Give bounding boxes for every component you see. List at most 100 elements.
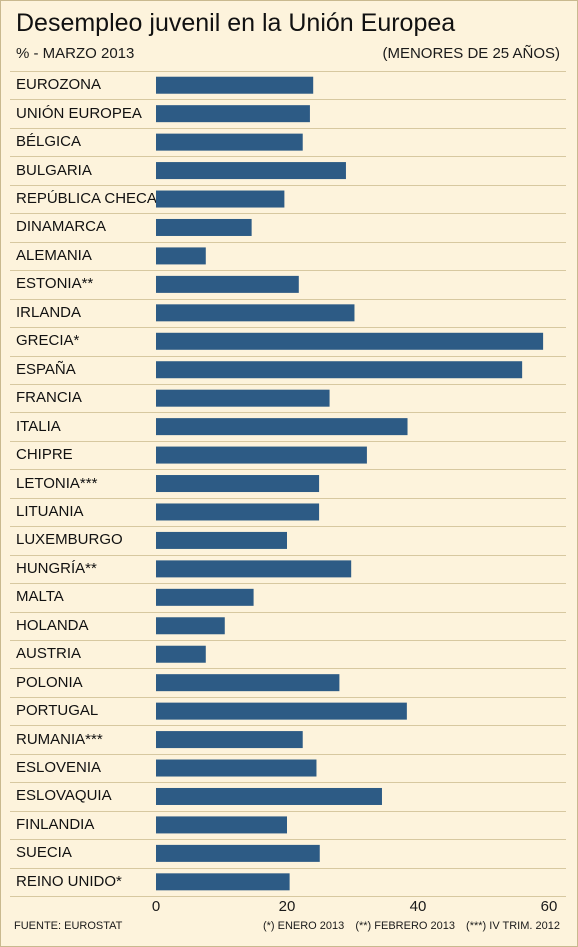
category-label: EUROZONA	[16, 76, 102, 94]
bar	[156, 304, 355, 322]
row-divider	[10, 725, 566, 727]
bar	[156, 588, 254, 606]
bar	[156, 531, 287, 549]
bar	[156, 332, 544, 350]
source-note: FUENTE: EUROSTAT	[14, 920, 123, 932]
footnote-3: (***) IV TRIM. 2012	[466, 920, 560, 932]
x-tick-label: 0	[152, 898, 160, 915]
footnote-1: (*) ENERO 2013	[262, 920, 345, 932]
bar	[156, 133, 303, 151]
category-label: HUNGRÍA**	[16, 559, 97, 577]
category-label: REPÚBLICA CHECA	[16, 190, 157, 208]
bar	[156, 162, 346, 180]
row-divider	[10, 469, 566, 471]
row-divider	[10, 184, 566, 186]
bar	[156, 503, 320, 521]
bar	[156, 759, 317, 777]
chart-subtitle-scope: (MENORES DE 25 AÑOS)	[382, 45, 560, 62]
bar	[156, 560, 352, 578]
row-divider	[10, 412, 566, 414]
footnote-2: (**) FEBRERO 2013	[355, 920, 455, 932]
bar	[156, 389, 330, 407]
category-label: UNIÓN EUROPEA	[16, 104, 142, 122]
category-label: HOLANDA	[16, 616, 89, 634]
row-divider	[10, 440, 566, 442]
category-label: BÉLGICA	[16, 133, 82, 151]
bar	[156, 361, 523, 379]
category-label: CHIPRE	[16, 446, 73, 464]
category-label: SUECIA	[16, 844, 72, 862]
bar	[156, 247, 206, 265]
category-label: REINO UNIDO*	[16, 872, 122, 890]
category-label: RUMANIA***	[16, 730, 103, 748]
category-label: POLONIA	[16, 673, 83, 691]
category-label: LUXEMBURGO	[16, 531, 123, 549]
category-label: PORTUGAL	[16, 702, 99, 720]
bar	[156, 446, 367, 464]
row-divider	[10, 668, 566, 670]
row-divider	[10, 383, 566, 385]
category-label: ESLOVENIA	[16, 759, 102, 777]
category-label: MALTA	[16, 588, 64, 606]
row-divider	[10, 583, 566, 585]
row-divider	[10, 156, 566, 158]
category-label: IRLANDA	[16, 303, 82, 321]
row-divider	[10, 526, 566, 528]
bar	[156, 418, 408, 436]
category-label: ITALIA	[16, 417, 61, 435]
category-label: ESLOVAQUIA	[16, 787, 112, 805]
chart-subtitle-unit: % - MARZO 2013	[16, 45, 135, 62]
row-divider	[10, 554, 566, 556]
category-label: ESTONIA**	[16, 275, 94, 293]
row-divider	[10, 355, 566, 357]
category-label: FINLANDIA	[16, 815, 95, 833]
bar	[156, 475, 320, 493]
chart-title: Desempleo juvenil en la Unión Europea	[16, 9, 456, 37]
bar	[156, 617, 225, 635]
bar	[156, 702, 407, 720]
bar	[156, 275, 299, 293]
row-divider	[10, 611, 566, 613]
row-divider	[10, 213, 566, 215]
row-divider	[10, 270, 566, 272]
bar	[156, 674, 340, 692]
bar	[156, 105, 310, 123]
category-label: LETONIA***	[16, 474, 98, 492]
bar	[156, 645, 206, 663]
bar	[156, 190, 285, 208]
category-label: ESPAÑA	[16, 360, 76, 378]
footnotes: (*) ENERO 2013 (**) FEBRERO 2013 (***) I…	[263, 919, 560, 933]
category-label: DINAMARCA	[16, 218, 107, 236]
bar	[156, 787, 382, 805]
bar	[156, 218, 252, 236]
row-divider	[10, 127, 566, 129]
bar	[156, 844, 320, 862]
category-label: AUSTRIA	[16, 645, 82, 663]
bar	[156, 873, 290, 891]
row-divider	[10, 896, 566, 898]
row-divider	[10, 99, 566, 101]
bar	[156, 731, 303, 749]
row-divider	[10, 839, 566, 841]
row-divider	[10, 640, 566, 641]
bar	[156, 816, 287, 834]
category-label: FRANCIA	[16, 389, 82, 407]
row-divider	[10, 497, 566, 499]
x-tick-label: 60	[541, 898, 558, 915]
row-divider	[10, 867, 566, 869]
row-divider	[10, 241, 566, 243]
category-label: BULGARIA	[16, 161, 92, 179]
row-divider	[10, 753, 566, 755]
category-label: ALEMANIA	[16, 246, 92, 264]
x-tick-label: 20	[279, 898, 296, 915]
row-divider	[10, 327, 566, 329]
category-label: LITUANIA	[16, 502, 84, 520]
row-divider	[10, 298, 566, 300]
row-divider	[10, 782, 566, 784]
row-divider	[10, 810, 566, 812]
x-tick-label: 40	[410, 898, 427, 915]
row-divider	[10, 71, 566, 72]
row-divider	[10, 696, 566, 698]
bar	[156, 76, 314, 94]
